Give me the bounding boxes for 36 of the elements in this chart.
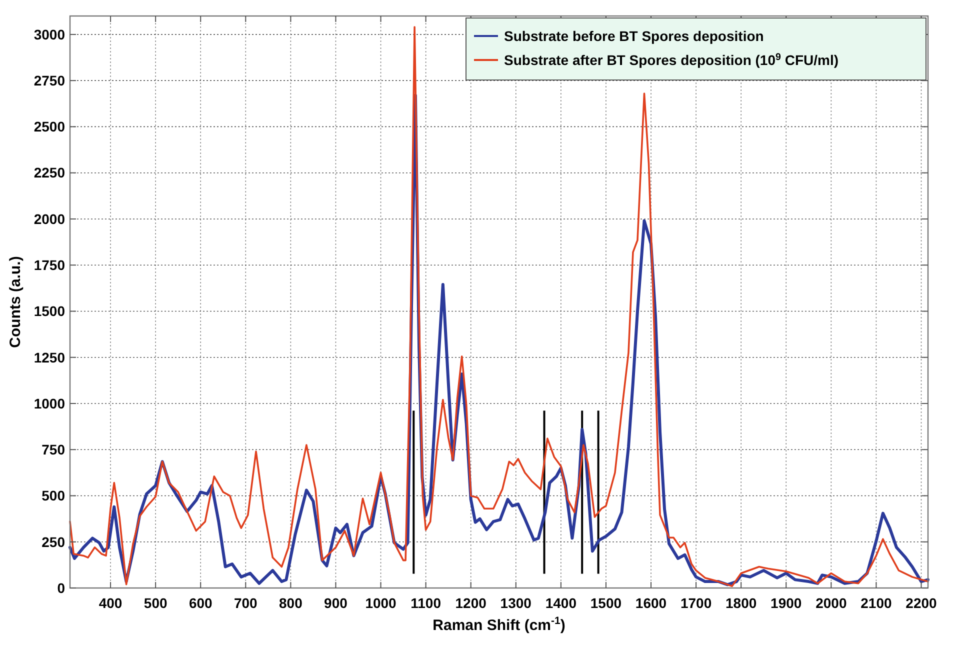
y-axis-title: Counts (a.u.): [7, 256, 24, 348]
y-tick-label: 1500: [34, 303, 66, 320]
x-axis-title: Raman Shift (cm$^{-1}$): [432, 615, 566, 634]
x-tick-label: 1600: [635, 595, 667, 611]
y-tick-label: 250: [42, 534, 66, 550]
x-tick-label: 1900: [770, 595, 802, 611]
x-tick-label: 400: [98, 595, 122, 611]
x-tick-label: 2000: [816, 595, 847, 611]
y-tick-label: 500: [42, 488, 66, 504]
y-tick-label: 2750: [34, 72, 66, 88]
x-tick-label: 1500: [590, 595, 622, 611]
x-tick-label: 900: [324, 595, 348, 611]
y-tick-label: 1000: [34, 395, 66, 412]
legend-label: Substrate before BT Spores deposition: [504, 28, 764, 44]
y-tick-label: 2500: [34, 118, 66, 135]
x-tick-label: 1000: [365, 595, 397, 611]
x-tick-label: 1800: [726, 595, 757, 611]
x-tick-label: 600: [188, 595, 213, 611]
y-tick-label: 1250: [34, 349, 66, 366]
y-tick-label: 1750: [34, 256, 66, 273]
x-tick-label: 700: [234, 595, 258, 611]
legend-label: Substrate after BT Spores deposition (10$^{9}$ CFU/ml): [504, 51, 839, 68]
y-tick-label: 0: [57, 580, 66, 596]
x-tick-label: 1200: [455, 595, 487, 611]
x-tick-label: 800: [279, 595, 303, 611]
x-tick-label: 1400: [545, 595, 577, 611]
x-tick-label: 500: [144, 595, 168, 611]
y-tick-label: 2000: [34, 210, 66, 227]
y-tick-label: 3000: [34, 26, 66, 42]
x-tick-label: 1300: [500, 595, 532, 611]
x-tick-label: 1700: [680, 595, 712, 611]
x-tick-label: 2100: [860, 595, 892, 611]
y-tick-label: 2250: [34, 164, 66, 181]
x-tick-label: 2200: [906, 595, 938, 611]
x-tick-label: 1100: [410, 595, 442, 611]
y-tick-label: 750: [42, 442, 66, 458]
